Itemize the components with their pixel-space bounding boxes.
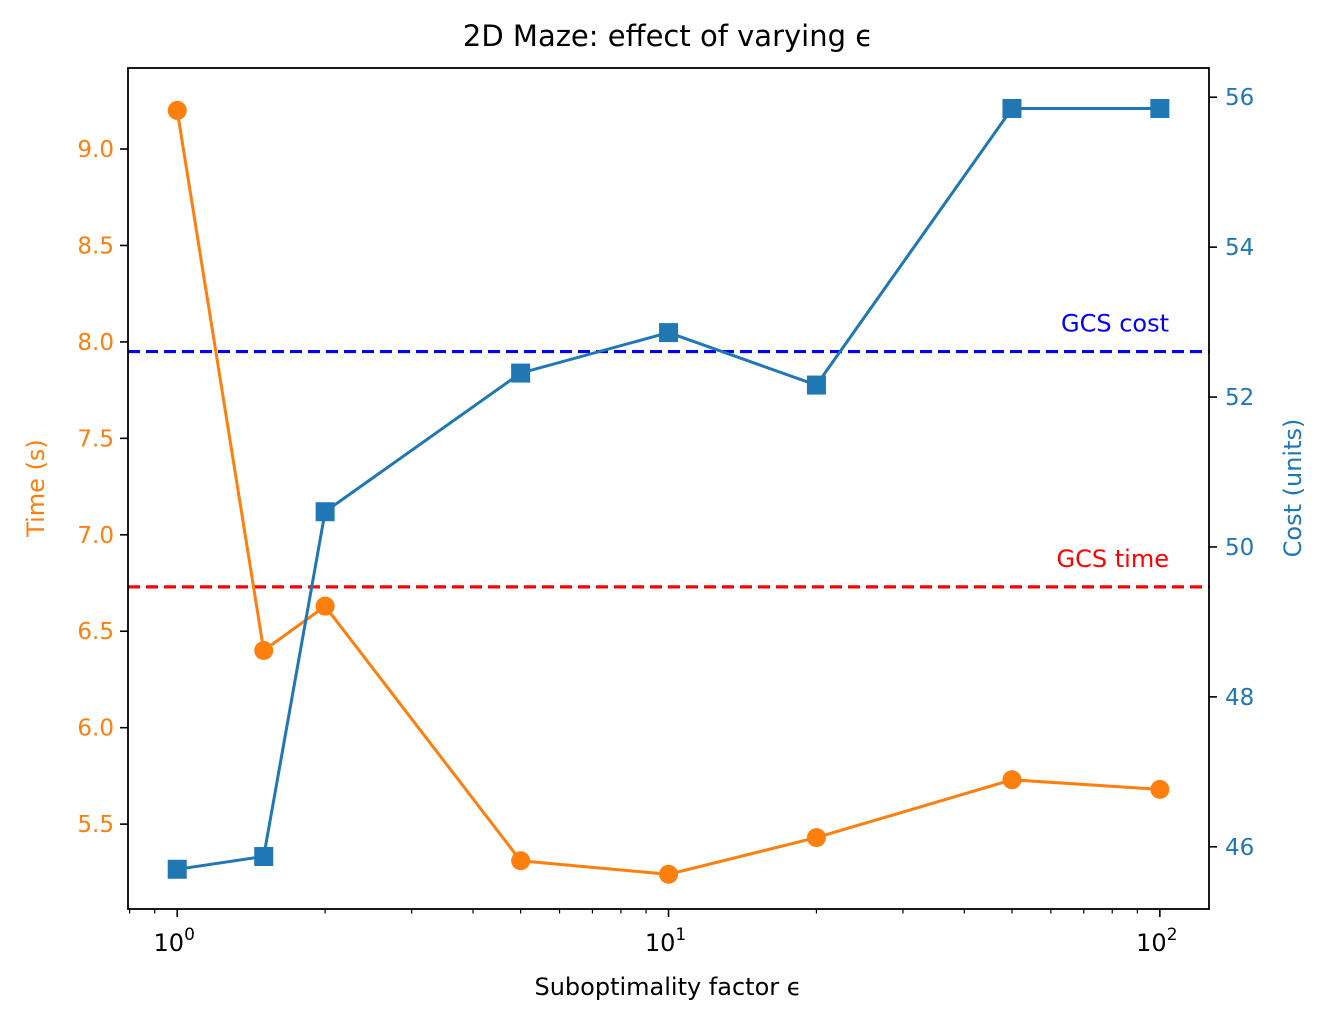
y-right-tick-label: 56 (1225, 85, 1254, 111)
data-point-cost (167, 859, 187, 879)
y-axis-left: 5.5 6.0 6.5 7.0 7.5 8.0 8.5 9.0 (77, 137, 128, 838)
y-left-tick-label: 7.5 (77, 426, 114, 452)
y-right-tick-label: 52 (1225, 385, 1254, 411)
data-point-time (806, 828, 826, 848)
data-point-cost (659, 323, 679, 343)
y-left-tick-label: 6.0 (77, 716, 114, 742)
data-point-cost (254, 847, 274, 867)
data-point-time (254, 641, 274, 661)
data-point-time (659, 864, 679, 884)
y-left-tick-label: 8.0 (77, 330, 114, 356)
data-point-cost (511, 363, 531, 383)
reference-line-label: GCS cost (1061, 310, 1169, 338)
y-left-tick-label: 9.0 (77, 137, 114, 163)
data-point-time (315, 596, 335, 616)
reference-line-label: GCS time (1057, 545, 1169, 573)
y-left-tick-label: 8.5 (77, 233, 114, 259)
x-tick-label: 100 (154, 925, 195, 957)
y-right-tick-label: 54 (1225, 235, 1254, 261)
y-right-tick-label: 46 (1225, 835, 1254, 861)
series-line-time (175, 110, 1160, 876)
series-line-cost (176, 107, 1160, 871)
y-right-tick-label: 50 (1225, 535, 1254, 561)
data-point-cost (806, 375, 826, 395)
chart-title: 2D Maze: effect of varying ϵ (463, 19, 873, 53)
y-right-tick-label: 48 (1225, 685, 1254, 711)
plot-area: GCS cost GCS time (128, 98, 1209, 884)
data-point-cost (1150, 98, 1170, 118)
y-left-tick-label: 7.0 (77, 523, 114, 549)
x-axis: 100 101 102 (129, 909, 1178, 957)
y-axis-left-label: Time (s) (22, 439, 50, 538)
data-point-time (511, 851, 531, 871)
y-left-tick-label: 6.5 (77, 619, 114, 645)
x-tick-label: 101 (645, 925, 686, 957)
data-point-cost (315, 502, 335, 522)
x-tick-label: 102 (1136, 925, 1177, 957)
data-point-time (1150, 779, 1170, 799)
y-axis-right: 46 48 50 52 54 56 (1209, 85, 1254, 861)
x-axis-label: Suboptimality factor ϵ (534, 973, 801, 1001)
y-axis-right-label: Cost (units) (1279, 419, 1307, 558)
data-point-cost (1002, 98, 1022, 118)
data-point-time (167, 100, 187, 120)
data-point-time (1002, 770, 1022, 790)
y-left-tick-label: 5.5 (77, 812, 114, 838)
